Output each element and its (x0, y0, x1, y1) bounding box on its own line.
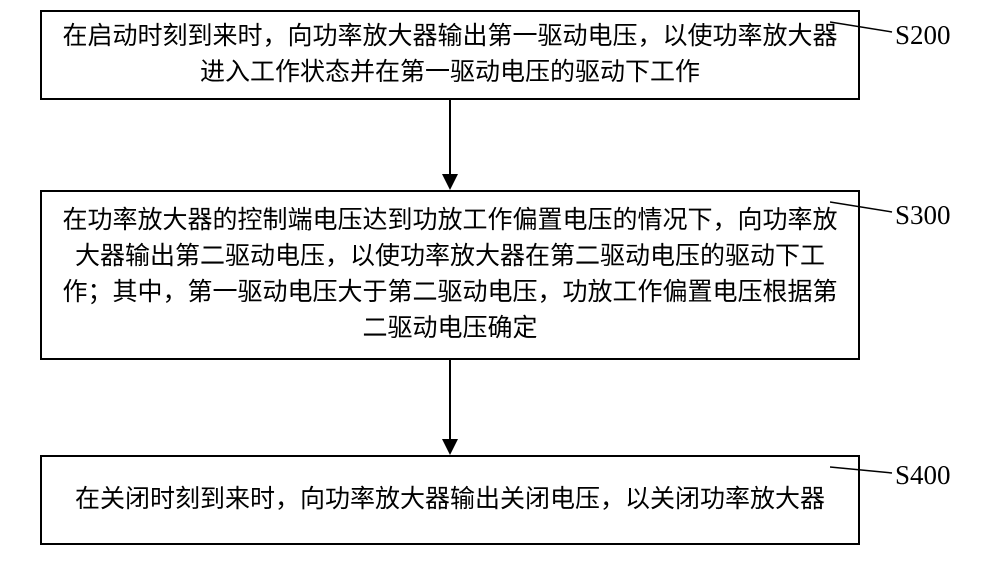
leader-line-s400 (830, 465, 895, 477)
flow-step-s400: 在关闭时刻到来时，向功率放大器输出关闭电压，以关闭功率放大器 (40, 455, 860, 545)
leader-line-s300 (830, 200, 895, 216)
flowchart-container: 在启动时刻到来时，向功率放大器输出第一驱动电压，以使功率放大器进入工作状态并在第… (0, 0, 1000, 570)
flow-step-s300: 在功率放大器的控制端电压达到功放工作偏置电压的情况下，向功率放大器输出第二驱动电… (40, 190, 860, 360)
flow-step-s200-text: 在启动时刻到来时，向功率放大器输出第一驱动电压，以使功率放大器进入工作状态并在第… (62, 19, 838, 92)
flow-step-s300-label: S300 (895, 200, 951, 231)
flow-step-s400-label: S400 (895, 460, 951, 491)
flow-step-s200: 在启动时刻到来时，向功率放大器输出第一驱动电压，以使功率放大器进入工作状态并在第… (40, 10, 860, 100)
arrow-head-s200-s300 (442, 174, 458, 190)
arrow-s200-s300 (449, 100, 451, 176)
flow-step-s400-text: 在关闭时刻到来时，向功率放大器输出关闭电压，以关闭功率放大器 (75, 482, 825, 518)
flow-step-s300-text: 在功率放大器的控制端电压达到功放工作偏置电压的情况下，向功率放大器输出第二驱动电… (62, 203, 838, 348)
arrow-head-s300-s400 (442, 439, 458, 455)
leader-line-s200 (830, 20, 895, 36)
arrow-s300-s400 (449, 360, 451, 441)
flow-step-s200-label: S200 (895, 20, 951, 51)
